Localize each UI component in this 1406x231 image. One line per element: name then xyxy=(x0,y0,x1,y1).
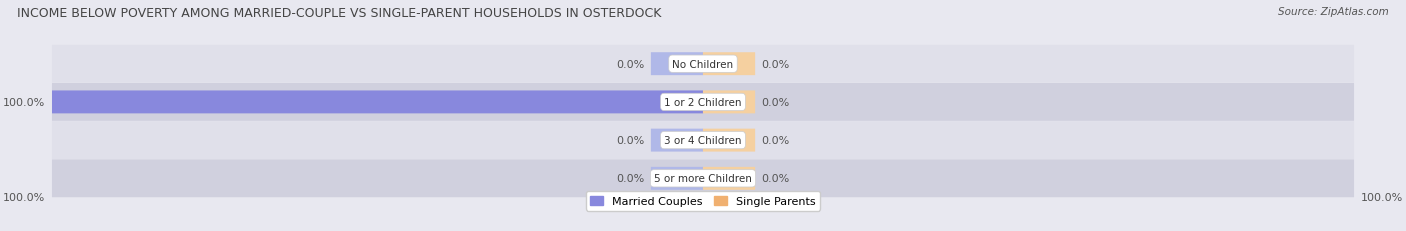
FancyBboxPatch shape xyxy=(52,122,1354,159)
Text: 0.0%: 0.0% xyxy=(762,59,790,69)
Text: Source: ZipAtlas.com: Source: ZipAtlas.com xyxy=(1278,7,1389,17)
FancyBboxPatch shape xyxy=(703,53,755,76)
FancyBboxPatch shape xyxy=(52,84,1354,121)
Text: 1 or 2 Children: 1 or 2 Children xyxy=(664,97,742,107)
FancyBboxPatch shape xyxy=(651,53,703,76)
Text: 0.0%: 0.0% xyxy=(616,59,644,69)
FancyBboxPatch shape xyxy=(703,129,755,152)
FancyBboxPatch shape xyxy=(52,160,1354,197)
Text: 100.0%: 100.0% xyxy=(3,192,45,202)
Text: 0.0%: 0.0% xyxy=(762,97,790,107)
Text: INCOME BELOW POVERTY AMONG MARRIED-COUPLE VS SINGLE-PARENT HOUSEHOLDS IN OSTERDO: INCOME BELOW POVERTY AMONG MARRIED-COUPL… xyxy=(17,7,661,20)
Text: 100.0%: 100.0% xyxy=(1361,192,1403,202)
Text: 100.0%: 100.0% xyxy=(3,97,45,107)
Text: 0.0%: 0.0% xyxy=(762,136,790,146)
FancyBboxPatch shape xyxy=(52,46,1354,83)
Text: 0.0%: 0.0% xyxy=(762,173,790,183)
Legend: Married Couples, Single Parents: Married Couples, Single Parents xyxy=(586,191,820,211)
FancyBboxPatch shape xyxy=(703,91,755,114)
Text: 5 or more Children: 5 or more Children xyxy=(654,173,752,183)
Text: 0.0%: 0.0% xyxy=(616,136,644,146)
Text: 0.0%: 0.0% xyxy=(616,173,644,183)
FancyBboxPatch shape xyxy=(703,167,755,190)
Text: 3 or 4 Children: 3 or 4 Children xyxy=(664,136,742,146)
FancyBboxPatch shape xyxy=(651,167,703,190)
Text: No Children: No Children xyxy=(672,59,734,69)
FancyBboxPatch shape xyxy=(52,91,703,114)
FancyBboxPatch shape xyxy=(651,129,703,152)
